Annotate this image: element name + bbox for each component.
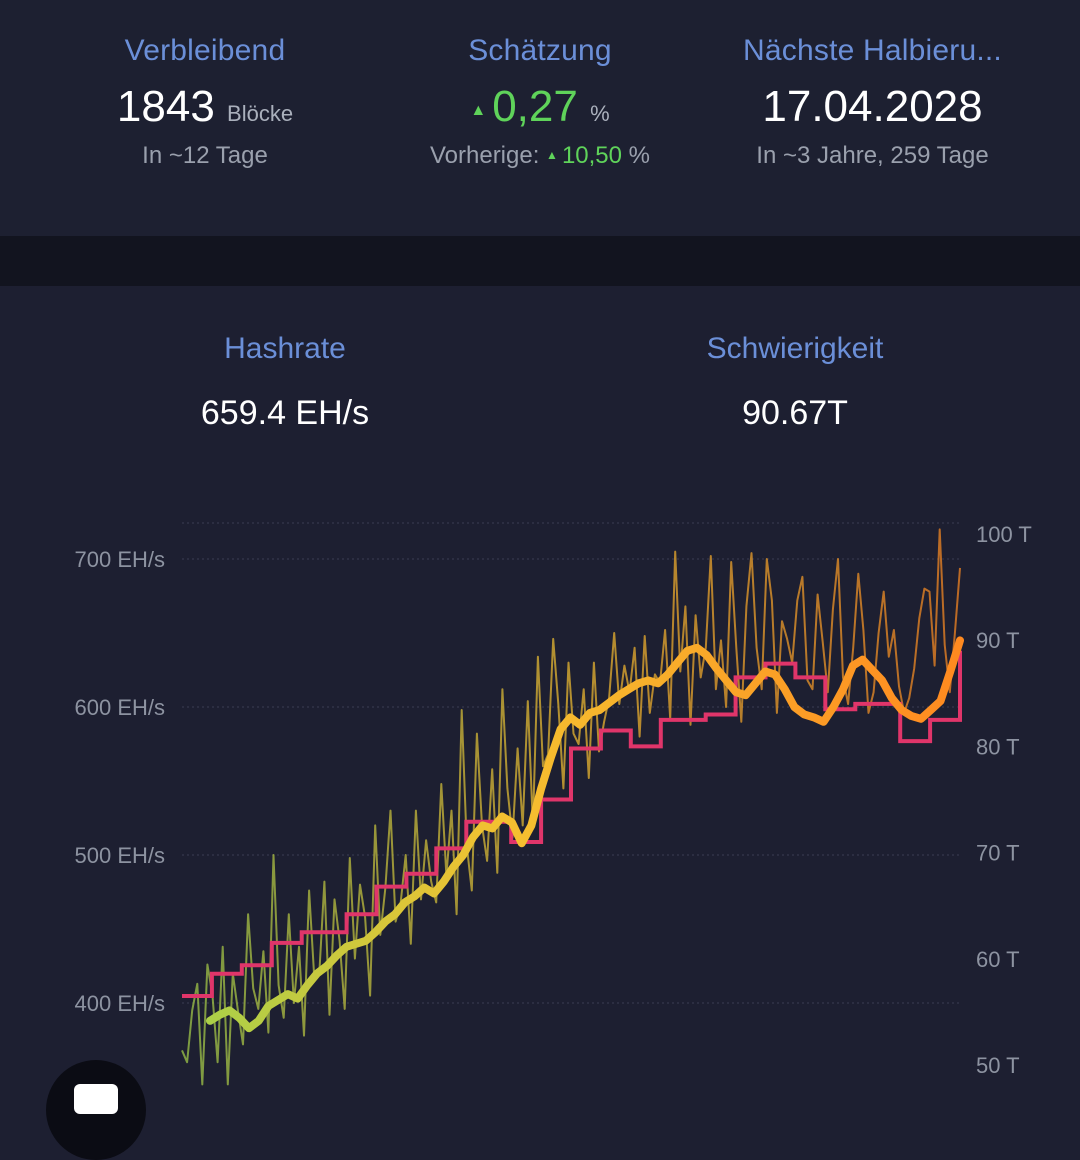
trend-up-small-icon: ▲ bbox=[546, 148, 558, 162]
stat-halving: Nächste Halbieru... 17.04.2028 In ~3 Jah… bbox=[715, 34, 1030, 170]
previous-label: Vorherige: bbox=[429, 142, 540, 169]
stat-remaining-value-row: 1843 Blöcke bbox=[55, 82, 355, 132]
stat-estimate-previous: Vorherige: ▲ 10,50 % bbox=[390, 142, 690, 170]
y-right-tick-label: 90 T bbox=[976, 628, 1020, 653]
y-right-tick-label: 60 T bbox=[976, 947, 1020, 972]
stat-remaining-sub: In ~12 Tage bbox=[142, 142, 268, 169]
metric-difficulty: Schwierigkeit 90.67T bbox=[645, 332, 945, 433]
y-left-tick-label: 400 EH/s bbox=[75, 991, 166, 1016]
previous-unit: % bbox=[628, 142, 651, 169]
section-divider bbox=[0, 236, 1080, 286]
stat-halving-label: Nächste Halbieru... bbox=[743, 34, 1002, 67]
series-line-hashrate-average bbox=[206, 636, 964, 1033]
camera-icon bbox=[74, 1084, 118, 1114]
y-left-tick-label: 700 EH/s bbox=[75, 547, 166, 572]
metric-difficulty-label: Schwierigkeit bbox=[706, 332, 884, 365]
metric-hashrate-label: Hashrate bbox=[224, 332, 346, 365]
y-right-tick-label: 50 T bbox=[976, 1053, 1020, 1078]
stat-remaining-value: 1843 bbox=[116, 82, 215, 131]
y-left-tick-label: 600 EH/s bbox=[75, 695, 166, 720]
stats-panel bbox=[0, 0, 1080, 236]
trend-up-icon: ▲ bbox=[470, 102, 487, 119]
y-left-tick-label: 500 EH/s bbox=[75, 843, 166, 868]
metric-difficulty-value: 90.67T bbox=[742, 394, 848, 432]
stat-estimate-value-row: ▲ 0,27 % bbox=[390, 82, 690, 132]
stat-estimate-unit: % bbox=[590, 101, 610, 126]
y-right-tick-label: 70 T bbox=[976, 841, 1020, 866]
stat-estimate: Schätzung ▲ 0,27 % Vorherige: ▲ 10,50 % bbox=[390, 34, 690, 170]
hashrate-difficulty-chart: 400 EH/s 500 EH/s 600 EH/s 700 EH/s 50 T 60 … bbox=[75, 522, 1032, 1086]
metric-hashrate: Hashrate 659.4 EH/s bbox=[135, 332, 435, 433]
stat-halving-sub: In ~3 Jahre, 259 Tage bbox=[756, 142, 989, 169]
camera-button[interactable] bbox=[46, 1060, 146, 1160]
previous-value: 10,50 bbox=[561, 142, 622, 169]
metric-hashrate-value: 659.4 EH/s bbox=[200, 394, 370, 432]
stat-remaining-unit: Blöcke bbox=[227, 101, 294, 126]
stat-estimate-label: Schätzung bbox=[468, 34, 612, 67]
stat-halving-value: 17.04.2028 bbox=[762, 82, 983, 131]
y-right-tick-label: 100 T bbox=[976, 522, 1032, 547]
stat-remaining: Verbleibend 1843 Blöcke In ~12 Tage bbox=[55, 34, 355, 170]
stat-remaining-label: Verbleibend bbox=[124, 34, 286, 67]
y-right-tick-label: 80 T bbox=[976, 734, 1020, 759]
stat-estimate-value: 0,27 bbox=[492, 82, 578, 131]
